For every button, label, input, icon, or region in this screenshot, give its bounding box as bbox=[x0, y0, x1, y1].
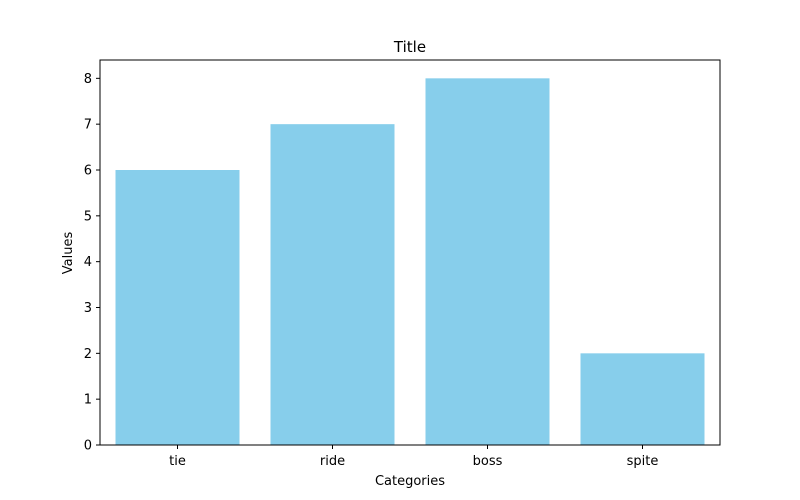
x-tick-label: spite bbox=[627, 454, 659, 469]
x-axis-label: Categories bbox=[375, 474, 445, 489]
bar-tie bbox=[115, 170, 240, 445]
y-tick-label: 0 bbox=[84, 439, 92, 454]
bar-boss bbox=[425, 78, 550, 445]
bar-spite bbox=[580, 353, 705, 445]
y-tick-label: 6 bbox=[84, 164, 92, 179]
x-tick-label: tie bbox=[169, 454, 186, 469]
y-tick-label: 3 bbox=[84, 301, 92, 316]
y-tick-label: 1 bbox=[84, 393, 92, 408]
x-tick-label: ride bbox=[320, 454, 345, 469]
y-axis-ticks: 0 1 2 3 4 5 6 7 8 bbox=[84, 72, 100, 454]
x-tick-label: boss bbox=[473, 454, 503, 469]
bar-ride bbox=[270, 124, 395, 446]
y-tick-label: 2 bbox=[84, 347, 92, 362]
bars-group bbox=[115, 78, 705, 446]
y-tick-label: 5 bbox=[84, 209, 92, 224]
x-axis-ticks: tie ride boss spite bbox=[169, 445, 658, 469]
y-axis-label: Values bbox=[61, 232, 76, 275]
y-tick-label: 4 bbox=[84, 255, 92, 270]
plot-frame bbox=[99, 59, 721, 446]
y-tick-label: 7 bbox=[84, 118, 92, 133]
y-tick-label: 8 bbox=[84, 72, 92, 87]
chart-title: Title bbox=[393, 38, 426, 56]
